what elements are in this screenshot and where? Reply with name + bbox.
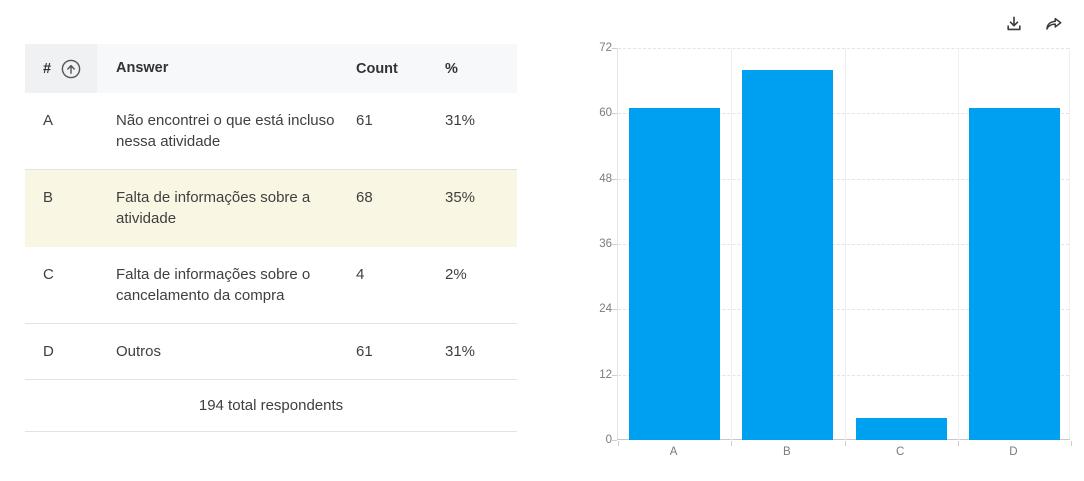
x-tick-label: C [895, 446, 905, 458]
y-tick-mark [612, 244, 617, 245]
table-row[interactable]: B Falta de informações sobre a atividade… [25, 170, 517, 247]
y-tick-label: 36 [599, 238, 612, 250]
sort-ascending-icon[interactable] [60, 58, 82, 80]
x-tick-mark [618, 441, 619, 446]
row-percent: 2% [445, 266, 467, 283]
bar-D[interactable] [968, 107, 1060, 440]
gridline [618, 309, 1069, 311]
table-row[interactable]: C Falta de informações sobre o cancelame… [25, 247, 517, 324]
x-tick-mark [731, 441, 733, 446]
x-tick-label: B [783, 446, 791, 458]
gridline [618, 178, 1069, 180]
header-cell-number: # [25, 44, 97, 93]
x-axis-line [617, 439, 1070, 440]
y-tick-label: 0 [605, 434, 612, 446]
row-count: 61 [356, 343, 373, 360]
y-tick-mark [612, 48, 617, 49]
row-count: 4 [356, 266, 365, 283]
bar-C[interactable] [855, 418, 947, 440]
y-tick-label: 24 [599, 303, 612, 316]
x-tick-label: A [669, 446, 678, 458]
row-answer: Falta de informações sobre a atividade [116, 189, 311, 227]
header-rest: Answer Count % [97, 44, 517, 93]
row-letter: C [43, 266, 54, 283]
x-tick-mark [1071, 441, 1072, 446]
table-body: A Não encontrei o que está incluso nessa… [25, 93, 517, 380]
row-letter: A [43, 112, 54, 129]
answers-table: # Answer Count % A Não encontrei o que e… [25, 44, 517, 432]
y-tick-mark [612, 309, 617, 311]
share-icon[interactable] [1042, 12, 1066, 36]
row-answer: Outros [116, 343, 162, 360]
row-percent: 31% [445, 343, 476, 360]
row-percent: 31% [445, 112, 476, 129]
table-row[interactable]: D Outros 61 31% [25, 324, 517, 380]
y-tick-label: 72 [599, 42, 612, 54]
row-answer: Falta de informações sobre o cancelament… [116, 266, 311, 304]
table-header-row: # Answer Count % [25, 44, 517, 93]
download-icon[interactable] [1002, 12, 1026, 36]
bar-A[interactable] [629, 107, 721, 440]
percent-header-label: % [445, 60, 458, 77]
row-letter: B [43, 189, 54, 206]
x-tick-mark [844, 441, 846, 446]
number-header-label: # [43, 60, 52, 77]
y-tick-mark [612, 113, 617, 115]
x-tick-label: D [1009, 446, 1018, 458]
gridline [618, 48, 1069, 49]
gridline [618, 244, 1069, 245]
y-tick-label: 12 [599, 368, 612, 381]
chart-toolbar [1002, 12, 1066, 36]
y-tick-mark [612, 374, 617, 376]
y-tick-label: 60 [599, 107, 612, 120]
total-respondents-label: 194 total respondents [25, 380, 517, 432]
gridline [731, 48, 733, 440]
chart-plot-area [612, 48, 1072, 446]
gridline [844, 48, 846, 440]
answer-header-label: Answer [116, 60, 169, 76]
row-count: 61 [356, 112, 373, 129]
y-tick-mark [612, 178, 617, 180]
row-answer: Não encontrei o que está incluso nessa a… [116, 112, 335, 150]
row-percent: 35% [445, 189, 476, 206]
row-count: 68 [356, 189, 373, 206]
y-tick-label: 48 [599, 172, 612, 185]
gridline [618, 374, 1069, 376]
gridline [957, 48, 959, 440]
row-letter: D [43, 343, 54, 360]
x-tick-mark [957, 441, 959, 446]
table-row[interactable]: A Não encontrei o que está incluso nessa… [25, 93, 517, 170]
bar-B[interactable] [742, 69, 834, 440]
count-header-label: Count [356, 60, 398, 77]
bar-chart: 0 12 24 36 48 60 72 A B C D [599, 42, 1072, 458]
y-tick-mark [612, 440, 617, 441]
gridline [618, 113, 1069, 115]
